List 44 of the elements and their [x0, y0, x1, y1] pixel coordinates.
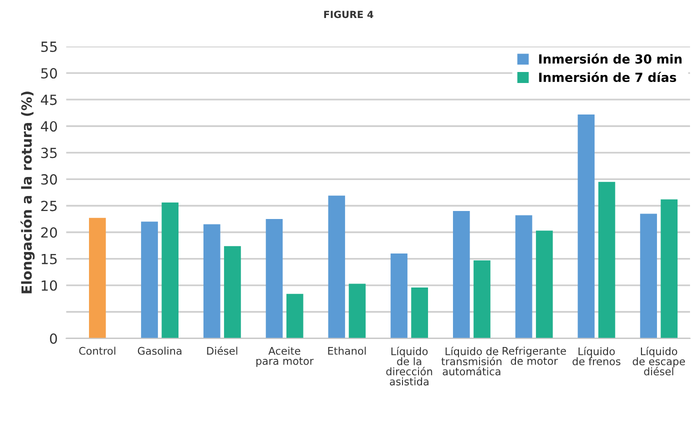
bar [660, 199, 678, 338]
y-tick-label: 15 [42, 254, 57, 264]
y-tick-label: 10 [42, 280, 57, 291]
x-tick-label: Diésel [207, 346, 238, 355]
legend-label: Inmersión de 7 días [539, 72, 676, 82]
x-tick-label: Líquido de escape diésel [632, 346, 685, 376]
chart-title: FIGURE 4 [324, 10, 374, 18]
x-tick-label: Ethanol [328, 346, 366, 355]
y-tick-label: 40 [40, 121, 57, 132]
bar [88, 218, 106, 338]
bar [411, 287, 428, 338]
x-tick-label: Líquido de transmisión automática [441, 346, 502, 376]
bar [390, 253, 408, 338]
bar [578, 114, 595, 338]
y-tick-label: 0 [50, 333, 57, 344]
x-tick-label: Aceite para motor [256, 346, 314, 367]
bar [224, 246, 241, 338]
bar [452, 211, 470, 338]
y-tick-label: 25 [41, 200, 57, 212]
x-tick-label: Refrigerante de motor [502, 346, 566, 365]
bar [515, 215, 532, 338]
x-tick-label: Líquido de frenos [572, 346, 620, 366]
y-axis-title: Elongación a la rotura (%) [20, 92, 35, 294]
legend-label: Inmersión de 30 min [539, 54, 682, 64]
y-tick-label: 35 [41, 148, 57, 158]
x-tick-label: Control [79, 346, 116, 355]
y-tick-label: 55 [41, 42, 57, 52]
x-tick-label: Líquido de la dirección asistida [386, 346, 432, 386]
bar [348, 284, 366, 338]
bar [203, 224, 220, 338]
y-tick-label: 30 [41, 174, 57, 185]
y-tick-label: 45 [40, 94, 57, 106]
bar [328, 196, 346, 338]
bar [266, 219, 283, 338]
bar [141, 222, 158, 338]
y-tick-label: 50 [41, 68, 57, 79]
bar [536, 230, 553, 338]
x-tick-label: Gasolina [138, 346, 182, 355]
bar [474, 260, 490, 338]
bar [598, 182, 616, 338]
bar [640, 214, 657, 338]
bar [162, 202, 178, 338]
y-tick-label: 20 [41, 227, 57, 238]
bar [286, 294, 304, 338]
